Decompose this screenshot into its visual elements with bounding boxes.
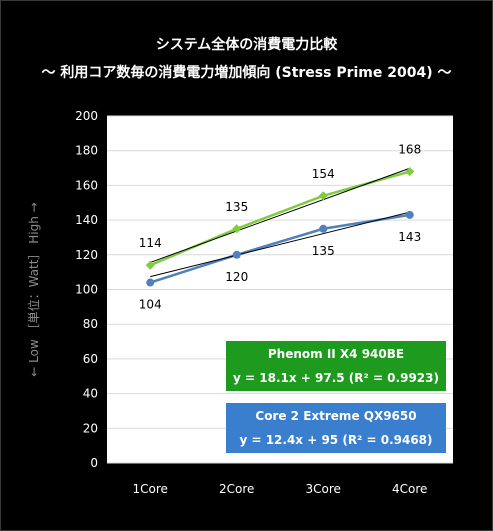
- data-point: [318, 191, 328, 201]
- data-label: 120: [225, 270, 248, 284]
- core2-legend-box: Core 2 Extreme QX9650 y = 12.4x + 95 (R²…: [226, 403, 446, 453]
- y-tick-label: 140: [75, 213, 98, 227]
- data-point: [146, 278, 155, 287]
- data-label: 135: [225, 200, 248, 214]
- y-tick-label: 0: [90, 456, 98, 470]
- y-tick-label: 180: [75, 144, 98, 158]
- y-tick-label: 120: [75, 248, 98, 262]
- data-point: [232, 224, 242, 234]
- x-tick-label: 1Core: [133, 482, 168, 496]
- core2-trend-equation: y = 12.4x + 95 (R² = 0.9468): [239, 433, 433, 447]
- phenom-series-name: Phenom II X4 940BE: [267, 347, 405, 361]
- phenom-legend-box: Phenom II X4 940BE y = 18.1x + 97.5 (R² …: [226, 341, 446, 391]
- core2-series-name: Core 2 Extreme QX9650: [255, 409, 417, 423]
- x-tick-label: 4Core: [392, 482, 427, 496]
- data-label: 104: [139, 298, 162, 312]
- chart-subtitle: ～ 利用コア数毎の消費電力増加傾向 (Stress Prime 2004) ～: [41, 65, 452, 81]
- data-point: [145, 260, 155, 270]
- x-tick-label: 2Core: [219, 482, 254, 496]
- phenom-trend-equation: y = 18.1x + 97.5 (R² = 0.9923): [233, 371, 439, 385]
- data-label: 154: [312, 167, 335, 181]
- data-label: 114: [139, 236, 162, 250]
- y-tick-label: 200: [75, 109, 98, 123]
- data-point: [232, 250, 241, 259]
- y-tick-label: 40: [83, 387, 98, 401]
- y-axis-label: ← Low ［単位：Watt］ High →: [26, 202, 41, 376]
- data-point: [319, 224, 328, 233]
- chart-title: システム全体の消費電力比較: [155, 37, 338, 53]
- data-point: [405, 167, 415, 177]
- data-point: [405, 210, 414, 219]
- series-line: [149, 213, 410, 284]
- y-tick-label: 80: [83, 317, 98, 331]
- data-label: 143: [398, 230, 421, 244]
- data-label: 168: [398, 143, 421, 157]
- trend-line: [150, 167, 410, 263]
- data-label: 135: [312, 244, 335, 258]
- x-tick-label: 3Core: [306, 482, 341, 496]
- y-tick-label: 60: [83, 352, 98, 366]
- y-tick-label: 100: [75, 283, 98, 297]
- y-tick-label: 160: [75, 178, 98, 192]
- y-tick-label: 20: [83, 421, 98, 435]
- trend-line: [150, 211, 410, 278]
